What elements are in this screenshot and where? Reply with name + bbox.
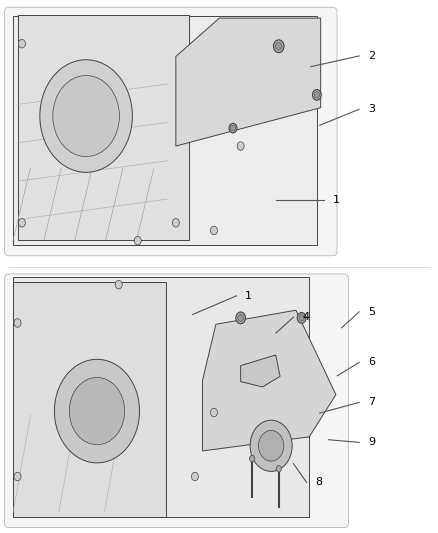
Polygon shape xyxy=(240,355,280,387)
Circle shape xyxy=(211,408,217,417)
Circle shape xyxy=(115,280,122,289)
Polygon shape xyxy=(176,18,321,146)
Circle shape xyxy=(314,92,319,98)
Polygon shape xyxy=(13,277,309,517)
Text: 1: 1 xyxy=(333,195,340,205)
FancyBboxPatch shape xyxy=(4,274,349,528)
Circle shape xyxy=(54,359,140,463)
Text: 3: 3 xyxy=(368,104,375,114)
Circle shape xyxy=(299,314,304,321)
Text: 6: 6 xyxy=(368,358,375,367)
Polygon shape xyxy=(202,310,336,451)
Text: 7: 7 xyxy=(368,398,375,407)
Circle shape xyxy=(297,312,306,323)
Text: 9: 9 xyxy=(368,438,375,447)
Text: 1: 1 xyxy=(245,291,252,301)
Circle shape xyxy=(237,142,244,150)
Circle shape xyxy=(14,472,21,481)
Text: 5: 5 xyxy=(368,307,375,317)
Circle shape xyxy=(211,226,217,235)
Circle shape xyxy=(173,219,180,227)
Circle shape xyxy=(312,90,321,100)
Text: 2: 2 xyxy=(368,51,375,61)
Circle shape xyxy=(250,455,255,462)
Circle shape xyxy=(276,466,281,472)
Polygon shape xyxy=(13,281,166,517)
Circle shape xyxy=(191,472,198,481)
Circle shape xyxy=(40,60,132,172)
Polygon shape xyxy=(13,16,317,245)
Text: 8: 8 xyxy=(315,478,322,487)
Circle shape xyxy=(238,314,244,321)
Polygon shape xyxy=(18,15,189,240)
Circle shape xyxy=(14,319,21,327)
FancyBboxPatch shape xyxy=(4,7,337,256)
Circle shape xyxy=(273,40,284,53)
Text: 4: 4 xyxy=(302,312,309,322)
Circle shape xyxy=(250,420,292,471)
Circle shape xyxy=(229,123,237,133)
Circle shape xyxy=(236,312,245,324)
Circle shape xyxy=(69,377,125,445)
Circle shape xyxy=(18,39,25,48)
Circle shape xyxy=(231,125,235,131)
Circle shape xyxy=(134,237,141,245)
Circle shape xyxy=(18,219,25,227)
Circle shape xyxy=(53,76,120,157)
Circle shape xyxy=(258,431,284,461)
Circle shape xyxy=(276,43,282,50)
